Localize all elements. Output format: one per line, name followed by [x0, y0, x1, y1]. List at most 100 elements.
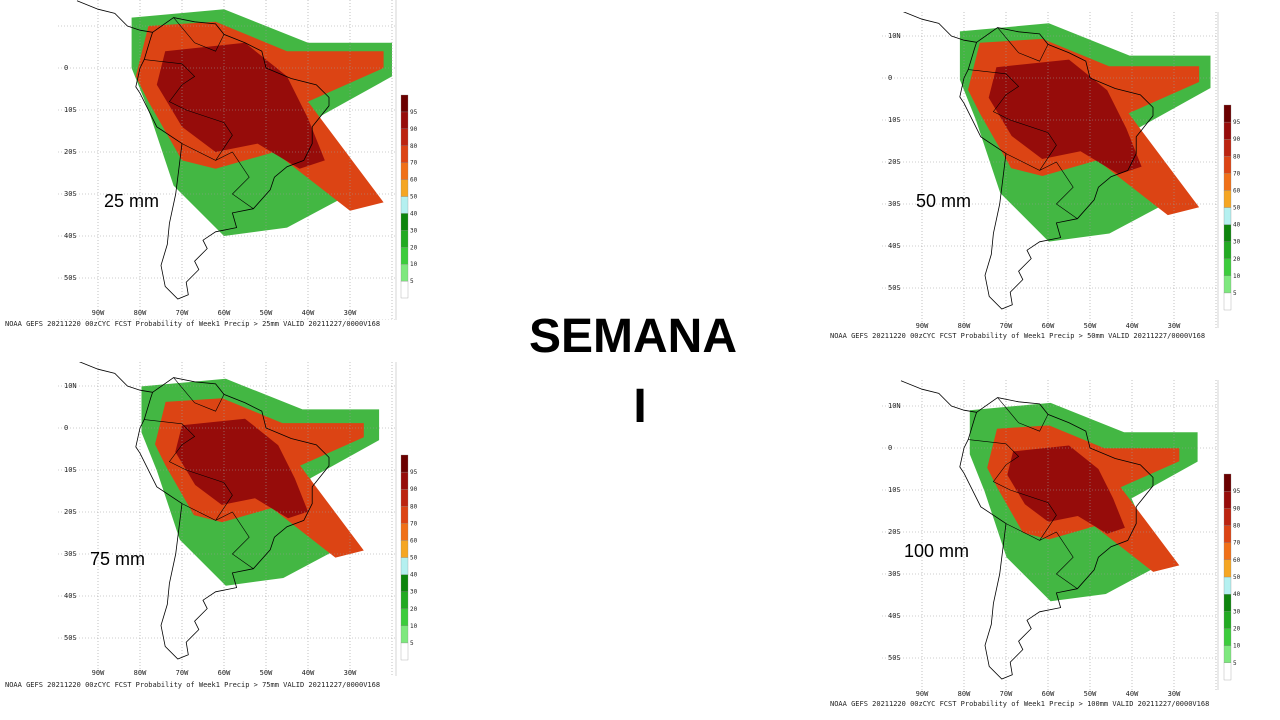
lat-label: 30S [888, 200, 901, 208]
lat-label: 20S [64, 148, 77, 156]
colorbar-label: 50 [1233, 205, 1241, 212]
lon-label: 40W [302, 669, 315, 677]
colorbar-segment [400, 591, 409, 609]
lon-label: 30W [344, 669, 357, 677]
lon-label: 70W [176, 669, 189, 677]
border [1010, 489, 1057, 541]
lon-label: 40W [302, 309, 315, 317]
colorbar-segment [400, 506, 409, 524]
lat-label: 40S [64, 592, 77, 600]
colorbar-segment [1223, 173, 1232, 191]
lat-label: 50S [64, 274, 77, 282]
colorbar-segment [1223, 207, 1232, 225]
colorbar-label: 10 [410, 623, 418, 630]
map-panel: 10N 0 10S 20S 30S 40S 50S 90W 80W 70W 60W 50W 40W 30W… [830, 380, 1241, 708]
map-caption: NOAA GEFS 20211220 00zCYC FCST Probabili… [830, 700, 1209, 708]
map-panel: 10N 0 10S 20S 30S 40S 50S 90W 80W 70W 60W 50W 40W 30W… [830, 12, 1241, 340]
colorbar-segment [1223, 645, 1232, 663]
coastline [78, 362, 153, 393]
border [144, 419, 196, 471]
map-caption: NOAA GEFS 20211220 00zCYC FCST Probabili… [830, 332, 1205, 340]
colorbar-segment [400, 540, 409, 558]
colorbar-segment [400, 608, 409, 626]
colorbar-segment [1223, 258, 1232, 276]
lat-label: 20S [64, 508, 77, 516]
colorbar-segment [1223, 559, 1232, 578]
lon-label: 30W [1168, 322, 1181, 330]
colorbar-label: 20 [410, 244, 418, 251]
border [186, 109, 233, 161]
colorbar-label: 90 [1233, 136, 1241, 143]
colorbar-segment [1223, 491, 1232, 509]
lon-label: 40W [1126, 690, 1139, 698]
colorbar-segment [1223, 628, 1232, 646]
colorbar-segment [400, 145, 409, 163]
lon-label: 50W [260, 669, 273, 677]
lat-label: 30S [888, 570, 901, 578]
border [144, 59, 196, 111]
map-caption: NOAA GEFS 20211220 00zCYC FCST Probabili… [5, 320, 380, 328]
colorbar-label: 50 [410, 194, 418, 201]
colorbar-label: 90 [410, 126, 418, 133]
lon-label: 60W [218, 669, 231, 677]
colorbar-label: 5 [1233, 660, 1237, 667]
colorbar-segment [400, 642, 409, 661]
colorbar-segment [400, 574, 409, 592]
colorbar-label: 70 [1233, 540, 1241, 547]
colorbar-label: 10 [410, 261, 418, 268]
colorbar-label: 5 [410, 640, 414, 647]
colorbar-label: 10 [1233, 643, 1241, 650]
lon-label: 60W [1042, 690, 1055, 698]
colorbar-label: 80 [1233, 153, 1241, 160]
lat-label: 10S [888, 116, 901, 124]
coastline [76, 0, 153, 33]
lat-label: 10S [64, 466, 77, 474]
lat-label: 50S [64, 634, 77, 642]
border [181, 503, 254, 569]
colorbar-segment [400, 213, 409, 231]
map-area [882, 380, 1218, 690]
colorbar-label: 90 [1233, 505, 1241, 512]
lon-label: 80W [134, 309, 147, 317]
colorbar-segment [400, 128, 409, 146]
border [1010, 119, 1057, 171]
colorbar-segment [1223, 139, 1232, 157]
colorbar-label: 40 [410, 210, 418, 217]
lon-label: 70W [1000, 322, 1013, 330]
colorbar-label: 70 [410, 520, 418, 527]
lat-label: 20S [888, 158, 901, 166]
threshold-label: 75 mm [90, 549, 145, 569]
colorbar-label: 30 [1233, 608, 1241, 615]
lon-label: 70W [176, 309, 189, 317]
lat-label: 0 [64, 424, 68, 432]
colorbar-label: 90 [410, 486, 418, 493]
lon-label: 50W [260, 309, 273, 317]
colorbar-label: 60 [1233, 557, 1241, 564]
coastline [900, 380, 977, 413]
map-panel: 10N 0 10S 20S 30S 40S 50S 90W 80W 70W 60W 50W 40W 30W… [5, 362, 418, 689]
lon-label: 80W [958, 690, 971, 698]
colorbar-segment [400, 625, 409, 644]
colorbar-segment [1223, 473, 1232, 492]
map-area [58, 362, 396, 676]
colorbar-segment [1223, 576, 1232, 595]
colorbar-segment [1223, 542, 1232, 560]
colorbar-segment [400, 94, 409, 113]
colorbar-label: 95 [1233, 119, 1241, 126]
colorbar-segment [400, 247, 409, 265]
colorbar-segment [1223, 594, 1232, 612]
colorbar-segment [1223, 190, 1232, 208]
map-area [882, 12, 1218, 328]
lon-label: 90W [92, 669, 105, 677]
colorbar-segment [1223, 224, 1232, 242]
colorbar-segment [400, 230, 409, 248]
map-caption: NOAA GEFS 20211220 00zCYC FCST Probabili… [5, 681, 380, 689]
colorbar-segment [1223, 508, 1232, 526]
coastline [959, 27, 1154, 310]
colorbar-segment [1223, 104, 1232, 123]
colorbar-segment [1223, 121, 1232, 140]
colorbar-label: 20 [1233, 256, 1241, 263]
colorbar-label: 5 [1233, 290, 1237, 297]
lon-label: 60W [218, 309, 231, 317]
